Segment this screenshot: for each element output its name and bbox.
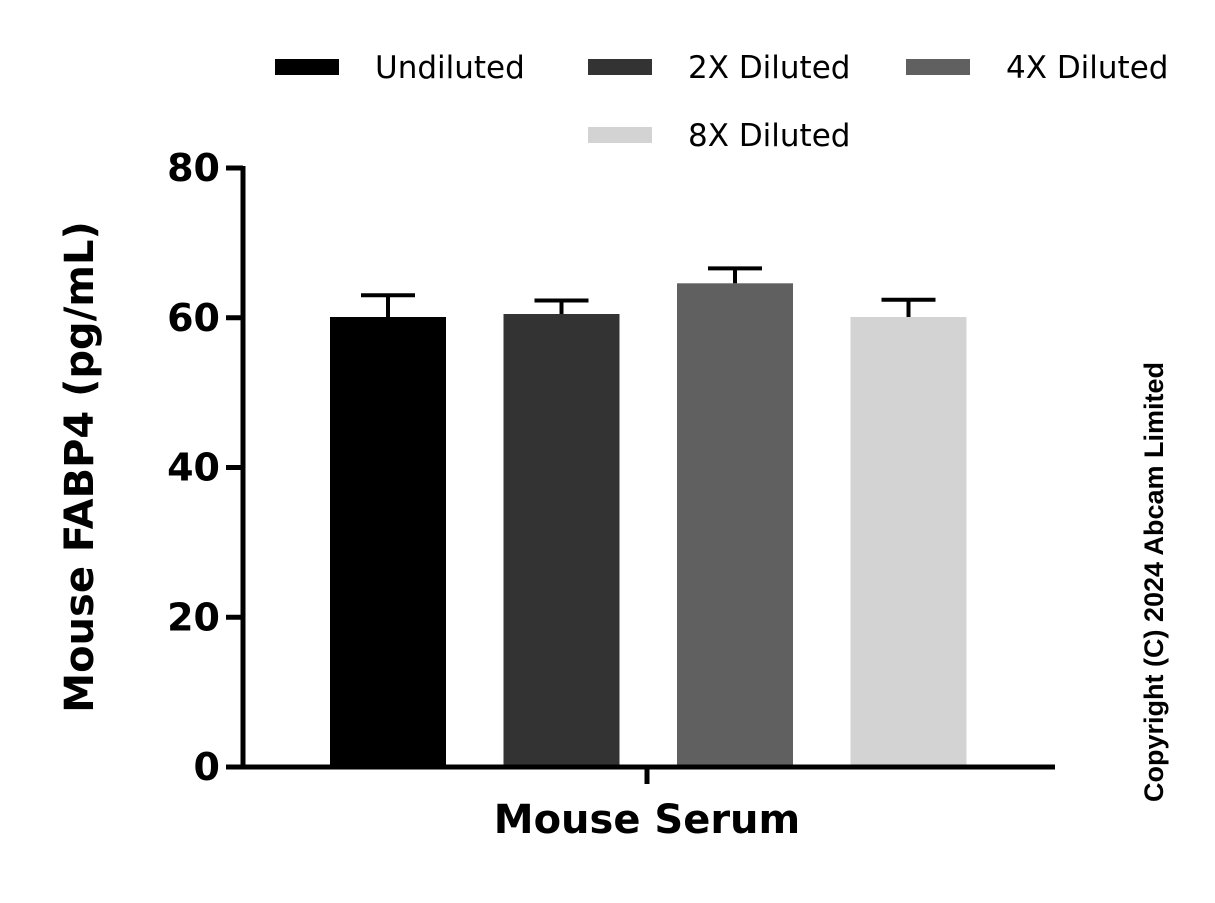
legend-label-3: 8X Diluted [688,118,850,154]
legend-swatch-1 [588,59,652,75]
legend-label-1: 2X Diluted [688,50,850,86]
bar-2 [677,283,793,767]
axes: 0 20 40 60 80 [167,146,1055,789]
y-axis-title: Mouse FABP4 (pg/mL) [57,221,103,712]
y-tick-label-3: 60 [167,296,220,340]
bar-3 [850,317,967,767]
y-tick-label-0: 0 [194,745,220,789]
y-tick-label-4: 80 [167,146,220,190]
copyright-notice: Copyright (C) 2024 Abcam Limited [1139,362,1169,802]
legend-swatch-3 [588,127,652,143]
bar-1 [503,314,620,767]
legend-swatch-0 [275,59,339,75]
bar-0 [330,317,446,767]
legend-label-0: Undiluted [375,50,525,86]
x-axis-title: Mouse Serum [494,797,800,843]
legend-label-2: 4X Diluted [1006,50,1168,86]
legend: Undiluted 2X Diluted 4X Diluted 8X Diluted [275,50,1168,154]
bars [330,266,967,767]
legend-swatch-2 [906,59,970,75]
y-tick-label-2: 40 [167,446,220,490]
y-tick-label-1: 20 [167,595,220,639]
